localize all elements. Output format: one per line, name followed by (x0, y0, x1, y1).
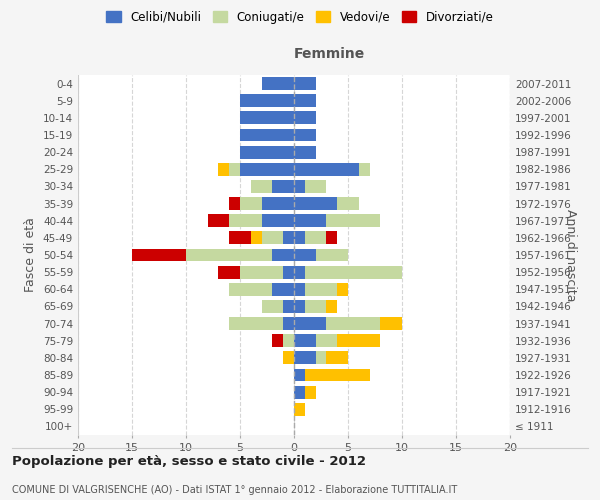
Bar (294, 386, 305, 398)
Bar (272, 334, 283, 347)
Bar (294, 248, 316, 262)
Bar (229, 283, 272, 296)
Bar (305, 386, 316, 398)
Bar (283, 266, 294, 278)
Bar (262, 197, 294, 210)
Bar (337, 197, 359, 210)
Bar (316, 334, 337, 347)
Bar (283, 317, 294, 330)
Bar (294, 128, 316, 141)
Y-axis label: Fasce di età: Fasce di età (25, 218, 37, 292)
Bar (305, 368, 370, 382)
Bar (262, 300, 283, 313)
Bar (240, 197, 262, 210)
Bar (240, 112, 294, 124)
Bar (283, 300, 294, 313)
Bar (229, 163, 240, 175)
Bar (294, 232, 305, 244)
Text: COMUNE DI VALGRISENCHE (AO) - Dati ISTAT 1° gennaio 2012 - Elaborazione TUTTITAL: COMUNE DI VALGRISENCHE (AO) - Dati ISTAT… (12, 485, 457, 495)
Bar (229, 317, 283, 330)
Bar (283, 352, 294, 364)
Bar (337, 283, 348, 296)
Bar (283, 334, 294, 347)
Bar (229, 197, 240, 210)
Bar (294, 317, 326, 330)
Bar (251, 232, 262, 244)
Bar (316, 248, 348, 262)
Bar (294, 300, 305, 313)
Bar (132, 248, 186, 262)
Bar (305, 283, 337, 296)
Bar (326, 317, 380, 330)
Y-axis label: Anni di nascita: Anni di nascita (564, 209, 577, 301)
Bar (294, 283, 305, 296)
Bar (326, 214, 380, 227)
Bar (294, 214, 326, 227)
Bar (262, 77, 294, 90)
Bar (326, 352, 348, 364)
Bar (337, 334, 380, 347)
Bar (294, 180, 305, 193)
Bar (240, 94, 294, 107)
Bar (294, 94, 316, 107)
Bar (294, 112, 316, 124)
Bar (294, 334, 316, 347)
Bar (294, 266, 305, 278)
Bar (262, 232, 283, 244)
Bar (240, 146, 294, 158)
Bar (272, 180, 294, 193)
Bar (240, 163, 294, 175)
Bar (240, 128, 294, 141)
Bar (208, 214, 229, 227)
Bar (186, 248, 272, 262)
Bar (380, 317, 402, 330)
Bar (229, 214, 262, 227)
Bar (240, 266, 283, 278)
Bar (218, 266, 240, 278)
Bar (294, 403, 305, 415)
Bar (326, 300, 337, 313)
Bar (294, 77, 316, 90)
Bar (294, 197, 337, 210)
Text: Femmine: Femmine (294, 46, 365, 60)
Bar (305, 232, 326, 244)
Bar (272, 248, 294, 262)
Bar (305, 180, 326, 193)
Bar (305, 266, 402, 278)
Bar (262, 214, 294, 227)
Bar (294, 163, 359, 175)
Bar (283, 232, 294, 244)
Bar (359, 163, 370, 175)
Text: Popolazione per età, sesso e stato civile - 2012: Popolazione per età, sesso e stato civil… (12, 455, 366, 468)
Bar (305, 300, 326, 313)
Bar (326, 232, 337, 244)
Bar (294, 368, 305, 382)
Bar (229, 232, 251, 244)
Legend: Celibi/Nubili, Coniugati/e, Vedovi/e, Divorziati/e: Celibi/Nubili, Coniugati/e, Vedovi/e, Di… (101, 6, 499, 28)
Bar (218, 163, 229, 175)
Bar (316, 352, 326, 364)
Bar (272, 283, 294, 296)
Bar (294, 146, 316, 158)
Bar (251, 180, 272, 193)
Bar (294, 352, 316, 364)
